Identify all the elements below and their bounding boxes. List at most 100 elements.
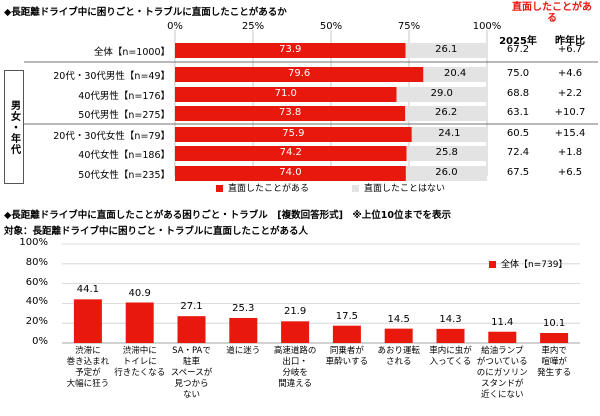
bar-no-6 bbox=[405, 166, 487, 181]
x-tick-4: 100% bbox=[472, 21, 502, 32]
x-tick-0: 0% bbox=[167, 21, 183, 32]
value-yoy-1: +4.6 bbox=[557, 68, 583, 79]
row-label-0: 全体【n=1000】 bbox=[93, 47, 170, 58]
bar2-label-2: 27.1 bbox=[180, 301, 203, 313]
value-yoy-6: +6.5 bbox=[557, 167, 583, 178]
bar-label-yes-0: 73.9 bbox=[279, 44, 302, 55]
chart1-bars bbox=[175, 43, 487, 181]
category-6: あおり運転 される bbox=[377, 346, 420, 367]
row-label-3: 50代男性【n=275】 bbox=[78, 110, 170, 121]
bar-label-no-5: 25.8 bbox=[435, 147, 458, 158]
row-label-2: 40代男性【n=176】 bbox=[78, 91, 170, 102]
value-2025-6: 67.5 bbox=[506, 167, 530, 178]
chart1-svg bbox=[24, 30, 598, 181]
row-label-1: 20代・30代男性【n=49】 bbox=[53, 71, 170, 82]
category-5: 同乗者が 車酔いする bbox=[325, 346, 369, 367]
bar2-5 bbox=[332, 325, 361, 343]
bar-no-3 bbox=[405, 106, 487, 121]
bar-yes-5 bbox=[175, 146, 407, 161]
bar2-2 bbox=[177, 316, 206, 343]
legend-swatch-no bbox=[352, 185, 359, 192]
value-yoy-4: +15.4 bbox=[554, 128, 586, 139]
bar2-7 bbox=[436, 328, 465, 343]
bar2-8 bbox=[488, 331, 517, 343]
bar-label-yes-2: 71.0 bbox=[274, 88, 297, 99]
bar2-3 bbox=[229, 317, 258, 343]
category-3: 道に迷う bbox=[226, 346, 261, 356]
bar2-1 bbox=[125, 302, 154, 343]
bar-yes-6 bbox=[175, 166, 406, 181]
row-label-5: 40代女性【n=186】 bbox=[78, 150, 170, 161]
chart1-separators bbox=[24, 61, 598, 125]
chart2-subtitle: 対象：長距離ドライブ中に困りごと・トラブルに直面したことがある人 bbox=[4, 226, 309, 237]
bar-label-yes-5: 74.2 bbox=[279, 147, 302, 158]
category-0: 渋滞に 巻き込まれ 予定が 大幅に狂う bbox=[66, 346, 110, 389]
bar2-label-7: 14.3 bbox=[439, 313, 462, 325]
bar-no-4 bbox=[411, 127, 487, 142]
y-tick-1: 20% bbox=[25, 316, 48, 328]
bar2-label-9: 10.1 bbox=[542, 318, 566, 329]
x-tick-2: 50% bbox=[319, 21, 343, 32]
chart2-legend-label: 全体【n=739】 bbox=[501, 260, 568, 270]
bar-label-no-6: 26.0 bbox=[435, 167, 458, 178]
bar2-6 bbox=[384, 328, 413, 343]
group-label: 男女・年代 bbox=[8, 99, 20, 155]
y-tick-3: 60% bbox=[25, 276, 48, 288]
chart2-bars bbox=[73, 299, 569, 343]
bar-yes-3 bbox=[175, 106, 406, 121]
bar-label-yes-3: 73.8 bbox=[278, 107, 302, 118]
x-tick-1: 25% bbox=[241, 21, 265, 32]
side-col-yoy: 昨年比 bbox=[555, 36, 585, 47]
bar2-label-0: 44.1 bbox=[76, 284, 100, 296]
value-2025-2: 68.8 bbox=[506, 88, 530, 99]
category-8: 給油ランプ がついている のにガソリン スタンドが 近くにない bbox=[476, 346, 528, 400]
chart1-title: ◆長距離ドライブ中に困りごと・トラブルに直面したことがあるか bbox=[4, 7, 287, 18]
bar-yes-4 bbox=[175, 127, 412, 142]
value-yoy-0: +6.7 bbox=[557, 44, 583, 55]
chart2-legend-swatch bbox=[489, 261, 496, 268]
bar2-label-8: 11.4 bbox=[491, 316, 514, 328]
bar-label-no-0: 26.1 bbox=[435, 44, 458, 55]
legend-swatch-yes bbox=[216, 185, 223, 192]
chart2-legend: 全体【n=739】 bbox=[489, 257, 567, 270]
category-2: SA・PAで 駐車 スペースが 見つから ない bbox=[170, 346, 213, 400]
bar2-4 bbox=[281, 321, 310, 343]
legend-item-no: 直面したことはない bbox=[352, 181, 445, 194]
x-tick-3: 75% bbox=[397, 21, 421, 32]
bar-yes-2 bbox=[175, 87, 397, 102]
y-tick-0: 0% bbox=[32, 336, 48, 347]
value-2025-5: 72.4 bbox=[506, 147, 530, 158]
side-col-2025: 2025年 bbox=[499, 36, 537, 47]
bar-no-5 bbox=[406, 146, 487, 161]
bar-label-yes-6: 74.0 bbox=[279, 167, 302, 178]
legend-item-yes: 直面したことがある bbox=[216, 181, 309, 194]
bar2-9 bbox=[540, 333, 569, 343]
bar2-0 bbox=[73, 299, 102, 343]
bar-label-yes-1: 79.6 bbox=[288, 68, 311, 79]
bar2-label-3: 25.3 bbox=[232, 302, 255, 314]
value-yoy-3: +10.7 bbox=[554, 107, 586, 118]
legend-label-yes: 直面したことがある bbox=[228, 184, 310, 194]
bar-label-no-4: 24.1 bbox=[438, 128, 461, 139]
bar-label-no-3: 26.2 bbox=[434, 107, 458, 118]
value-yoy-2: +2.2 bbox=[557, 88, 583, 99]
bar-no-2 bbox=[396, 87, 487, 102]
bar-no-0 bbox=[405, 43, 487, 58]
chart2-title: ◆長距離ドライブ中に直面したことがある困りごと・トラブル [複数回答形式] ※上… bbox=[4, 210, 451, 221]
value-2025-0: 67.2 bbox=[506, 44, 530, 55]
value-2025-1: 75.0 bbox=[506, 68, 530, 79]
category-4: 高速道路の 出口・ 分岐を 間違える bbox=[273, 346, 317, 389]
bar-yes-1 bbox=[175, 67, 424, 82]
group-label-box: 男女・年代 bbox=[4, 70, 24, 184]
category-7: 車内に虫が 入ってくる bbox=[429, 346, 472, 367]
category-1: 渋滞中に トイレに 行きたくなる bbox=[114, 346, 166, 378]
bar2-label-4: 21.9 bbox=[283, 306, 307, 318]
value-2025-4: 60.5 bbox=[506, 128, 530, 139]
legend-label-no: 直面したことはない bbox=[364, 184, 446, 194]
y-tick-2: 40% bbox=[25, 296, 48, 308]
bar-no-1 bbox=[423, 67, 487, 82]
side-header-main: 直面したことがある bbox=[512, 2, 592, 24]
row-label-4: 20代・30代女性【n=79】 bbox=[53, 131, 170, 142]
y-tick-4: 80% bbox=[25, 256, 48, 268]
